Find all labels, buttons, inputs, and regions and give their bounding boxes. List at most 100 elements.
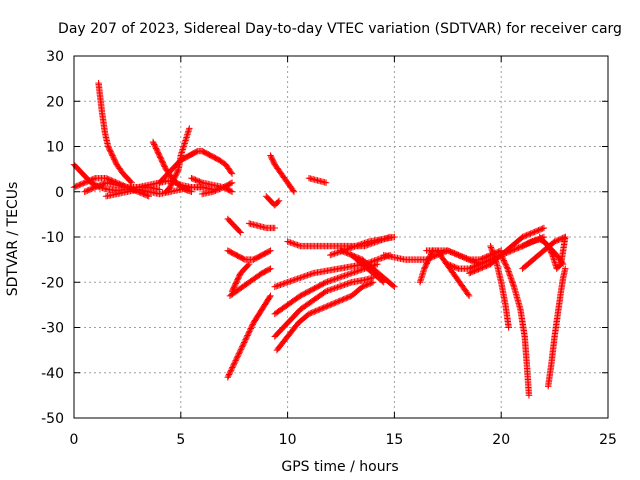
data-point (505, 324, 512, 331)
data-point (245, 260, 253, 268)
data-point (562, 265, 569, 272)
data-point (230, 361, 237, 368)
data-point (348, 244, 355, 251)
data-point (224, 374, 231, 381)
data-point (444, 247, 451, 254)
data-point (364, 281, 371, 288)
y-tick-label: 30 (46, 49, 64, 65)
data-point (285, 278, 293, 285)
data-point (359, 283, 366, 290)
data-point (311, 308, 318, 315)
data-point (498, 253, 506, 260)
data-point (345, 293, 353, 301)
data-point (227, 367, 235, 374)
data-point (214, 186, 222, 193)
data-point (237, 346, 245, 353)
data-point (515, 244, 522, 251)
data-point (335, 298, 342, 305)
data-point (278, 281, 286, 288)
data-point (339, 282, 347, 289)
data-point (301, 273, 308, 280)
data-point (530, 229, 537, 236)
data-point (351, 243, 358, 250)
data-point (302, 272, 310, 279)
data-point (457, 253, 465, 260)
data-point (189, 175, 197, 182)
series-arc-i (198, 147, 236, 177)
data-point (78, 180, 86, 188)
data-point (244, 262, 252, 269)
y-tick-label: -50 (41, 411, 64, 427)
data-point (343, 249, 350, 257)
data-point (288, 277, 296, 284)
data-point (287, 278, 294, 285)
data-point (481, 263, 489, 270)
data-point (369, 279, 377, 286)
data-point (344, 250, 351, 257)
series-arc-g (156, 147, 206, 186)
data-point (239, 342, 247, 349)
data-point (331, 250, 338, 257)
data-point (331, 285, 338, 292)
data-point (225, 371, 233, 378)
data-point (480, 263, 488, 271)
data-point (328, 277, 335, 284)
data-point (560, 234, 568, 241)
data-point (376, 255, 384, 262)
data-point (196, 178, 203, 185)
data-points (70, 79, 569, 399)
data-point (375, 255, 382, 263)
data-point (82, 187, 90, 195)
series-arc-t (305, 174, 330, 186)
data-point (288, 239, 296, 247)
data-point (267, 292, 274, 300)
data-point (193, 177, 201, 184)
data-point (90, 184, 98, 191)
data-point (335, 274, 343, 281)
data-point (534, 227, 541, 234)
data-point (339, 247, 346, 255)
series-arc-aj (498, 251, 533, 399)
data-point (327, 286, 334, 293)
data-point (511, 246, 518, 253)
data-point (520, 233, 528, 240)
x-tick-label: 20 (492, 432, 510, 448)
data-point (237, 229, 244, 236)
data-point (320, 304, 327, 311)
data-point (212, 187, 219, 194)
data-point (246, 328, 253, 335)
data-point (455, 251, 462, 259)
data-point (289, 187, 297, 194)
data-point (81, 179, 88, 186)
data-point (284, 279, 291, 286)
data-point (465, 270, 473, 277)
data-point (328, 251, 335, 258)
data-point (82, 178, 90, 186)
data-point (334, 249, 341, 256)
data-point (452, 264, 460, 271)
data-point (72, 183, 79, 190)
chart-title: Day 207 of 2023, Sidereal Day-to-day VTE… (58, 21, 622, 37)
data-point (236, 349, 243, 356)
data-point (342, 281, 350, 288)
data-point (237, 347, 244, 355)
data-point (357, 241, 364, 248)
data-point (291, 240, 298, 248)
series-arc-k (198, 179, 236, 198)
data-point (345, 250, 353, 258)
data-point (540, 224, 548, 232)
data-point (290, 188, 298, 195)
data-point (334, 284, 341, 291)
data-point (498, 251, 505, 259)
data-point (335, 283, 343, 290)
series-arc-al (544, 265, 569, 390)
data-point (345, 271, 353, 278)
data-point (340, 296, 347, 303)
data-point (227, 180, 235, 187)
data-point (315, 306, 322, 314)
data-point (339, 273, 347, 280)
data-point (325, 302, 333, 309)
data-point (499, 255, 507, 263)
data-point (295, 242, 303, 249)
data-point (332, 299, 339, 306)
